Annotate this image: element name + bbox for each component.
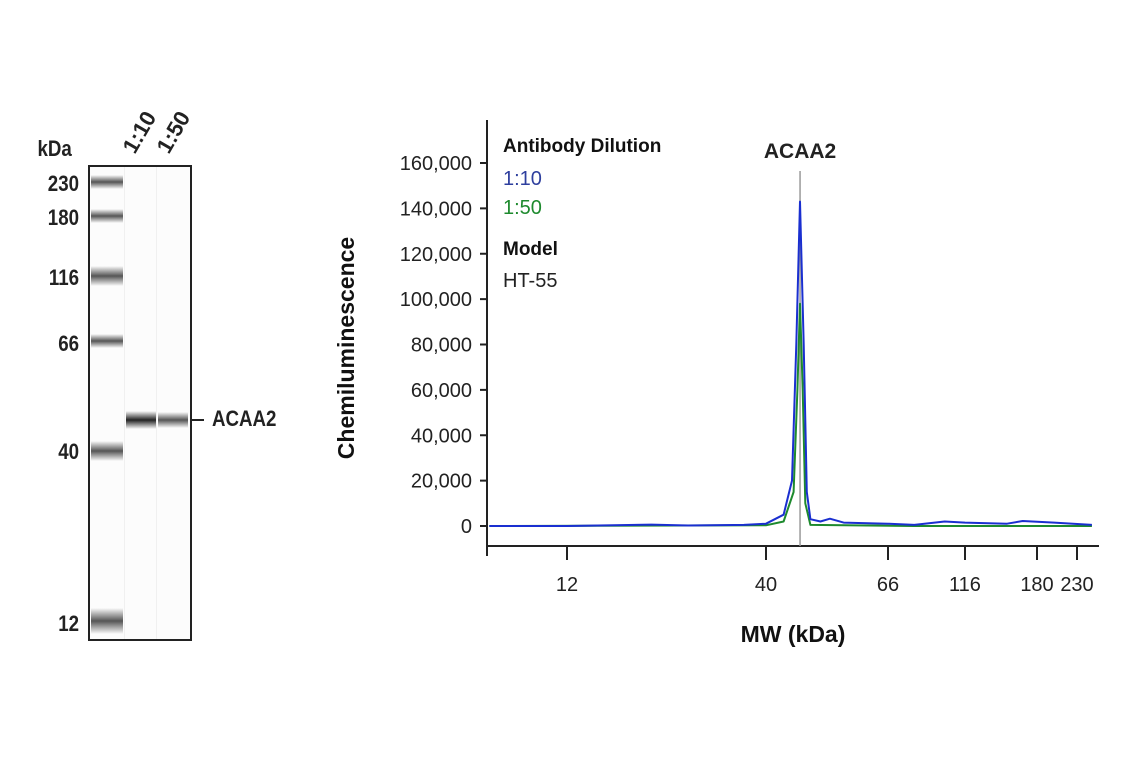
x-axis-label: MW (kDa)	[741, 621, 846, 647]
y-tick-label: 140,000	[400, 198, 472, 220]
gel-unit-label: kDa	[37, 136, 72, 161]
sample-band-1-10	[126, 411, 156, 429]
legend-series-1: 1:10	[503, 168, 542, 190]
gel-image	[88, 165, 192, 641]
ladder-band	[91, 441, 123, 461]
x-tick-label: 66	[877, 574, 899, 596]
marker-label: 180	[47, 205, 79, 230]
x-tick-label: 180	[1020, 574, 1053, 596]
y-tick-label: 120,000	[400, 244, 472, 266]
y-tick-label: 160,000	[400, 153, 472, 175]
ladder-band	[91, 209, 123, 223]
series-line-1-10	[489, 200, 1092, 527]
legend-series-2: 1:50	[503, 197, 542, 219]
ladder-band	[91, 334, 123, 348]
y-tick-label: 20,000	[411, 471, 472, 493]
x-tick-label: 12	[556, 574, 578, 596]
legend-model-value: HT-55	[503, 270, 557, 292]
marker-label: 40	[58, 439, 79, 464]
ladder-band	[91, 175, 123, 189]
x-tick-label: 230	[1060, 574, 1093, 596]
legend-model-title: Model	[503, 239, 558, 260]
marker-label: 116	[48, 265, 79, 290]
legend-title: Antibody Dilution	[503, 136, 661, 157]
marker-label: 66	[58, 331, 79, 356]
marker-label: 12	[58, 611, 79, 636]
peak-label: ACAA2	[764, 140, 836, 163]
x-tick-label: 116	[949, 574, 981, 596]
marker-label: 230	[47, 171, 79, 196]
y-tick-label: 60,000	[411, 380, 472, 402]
series-line-1-50	[489, 302, 1092, 527]
y-tick-label: 80,000	[411, 335, 472, 357]
ladder-band	[91, 266, 123, 286]
y-tick-label: 40,000	[411, 425, 472, 447]
band-pointer	[192, 419, 204, 421]
sample-band-1-50	[158, 412, 188, 428]
y-tick-label: 0	[461, 516, 472, 538]
ladder-band	[91, 608, 123, 634]
y-tick-label: 100,000	[400, 289, 472, 311]
y-axis-label: Chemiluminescence	[333, 237, 359, 459]
x-tick-label: 40	[755, 574, 777, 596]
band-label: ACAA2	[212, 406, 277, 431]
